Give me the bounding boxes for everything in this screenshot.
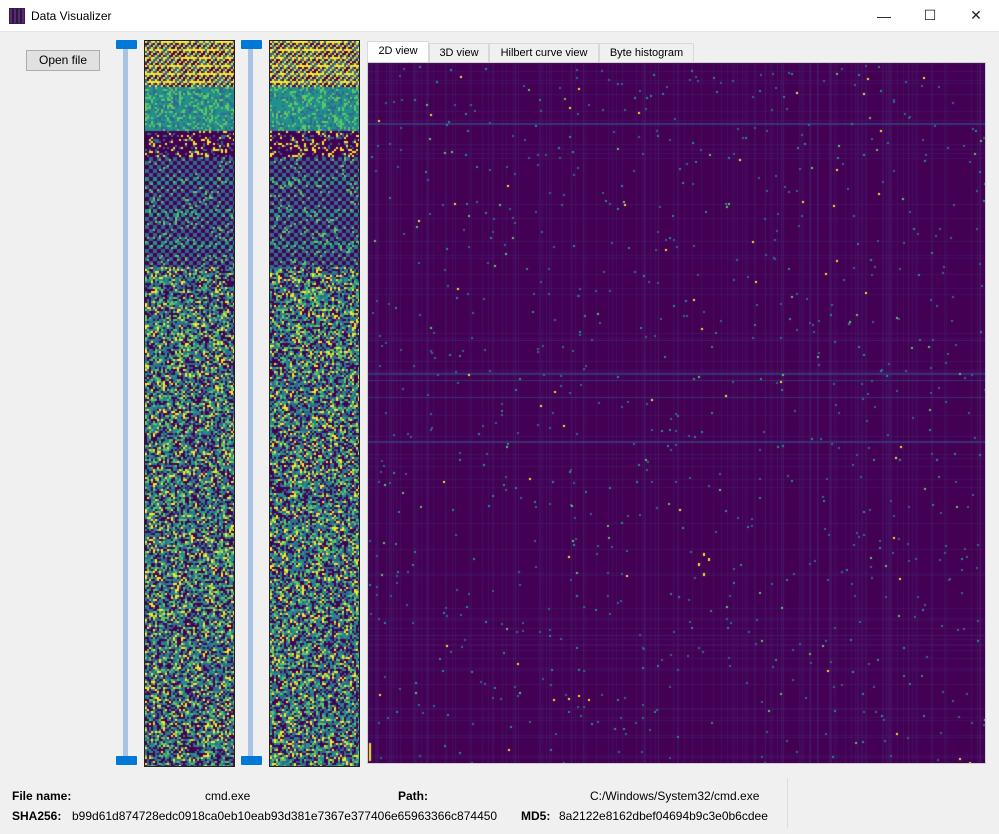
range-slider-left-bottom-handle[interactable] [116, 756, 137, 765]
path-value: C:/Windows/System32/cmd.exe [590, 789, 760, 803]
2d-view-panel [367, 62, 986, 764]
tab-hilbert-curve-view[interactable]: Hilbert curve view [489, 43, 599, 63]
tab-3d-view[interactable]: 3D view [429, 43, 489, 63]
maximize-button[interactable]: ☐ [923, 7, 937, 23]
range-slider-left-top-handle[interactable] [116, 40, 137, 49]
range-slider-right-fill [248, 48, 253, 758]
md5-value: 8a2122e8162dbef04694b9c3e0b6cdee [559, 809, 768, 823]
tab-2d-view[interactable]: 2D view [367, 41, 429, 63]
byte-strip-left [144, 40, 235, 767]
close-button[interactable]: ✕ [970, 7, 982, 23]
title-bar: Data Visualizer — ☐ ✕ [0, 0, 999, 32]
file-name-label: File name: [12, 789, 72, 803]
md5-label: MD5: [521, 809, 551, 823]
range-slider-right-bottom-handle[interactable] [241, 756, 262, 765]
file-name-value: cmd.exe [205, 789, 251, 803]
window-title: Data Visualizer [31, 9, 112, 23]
open-file-button[interactable]: Open file [26, 50, 100, 71]
app-icon [9, 8, 25, 24]
byte-strip-right [269, 40, 360, 767]
footer-separator [787, 778, 788, 828]
sha256-label: SHA256: [12, 809, 62, 823]
tab-byte-histogram[interactable]: Byte histogram [599, 43, 694, 63]
byte-strip-left-canvas [145, 41, 234, 766]
range-slider-right-top-handle[interactable] [241, 40, 262, 49]
range-slider-left-fill [123, 48, 128, 758]
sha256-value: b99d61d874728edc0918ca0eb10eab93d381e736… [72, 809, 498, 823]
2d-byte-pair-plot [368, 63, 985, 763]
minimize-button[interactable]: — [877, 7, 891, 24]
byte-strip-right-canvas [270, 41, 359, 766]
path-label: Path: [398, 789, 428, 803]
